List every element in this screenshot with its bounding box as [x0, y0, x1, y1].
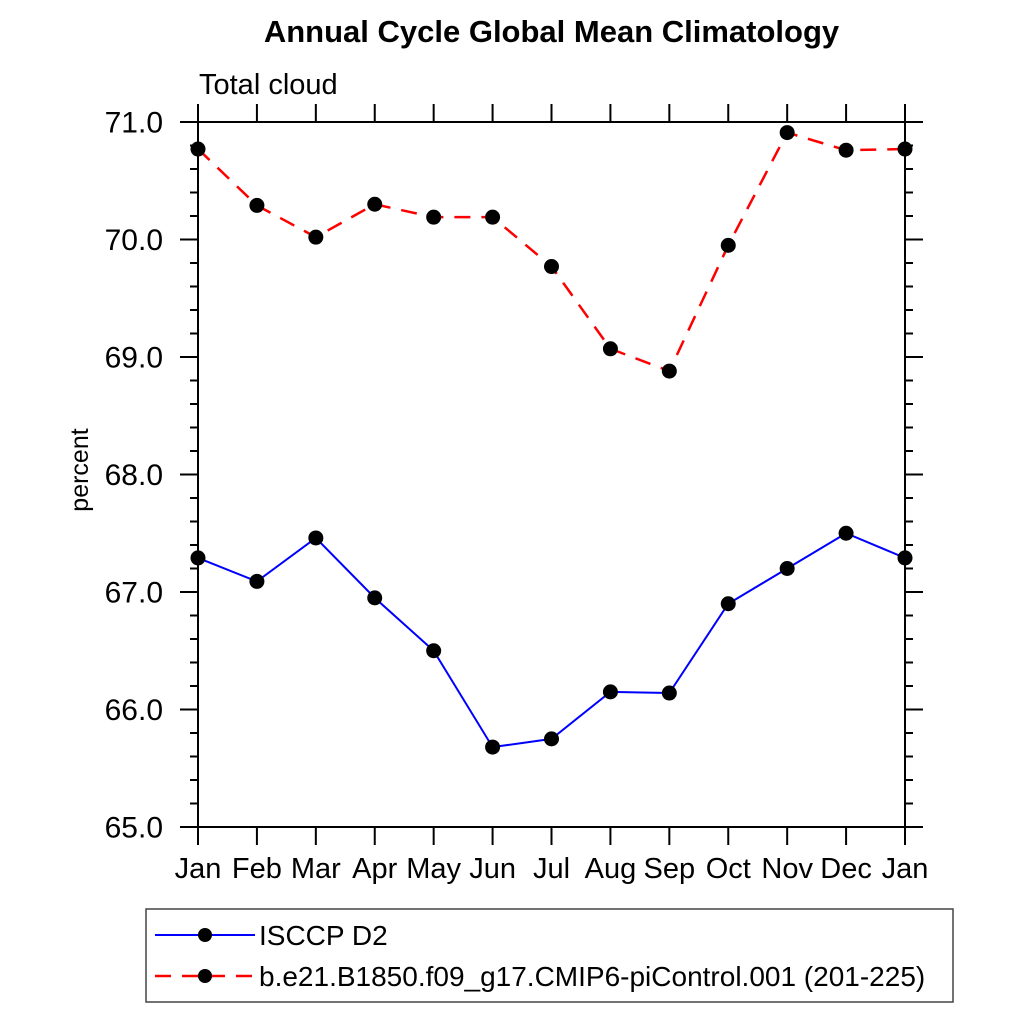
series-line-0 [197, 532, 906, 749]
x-axis-month-label: Feb [232, 853, 282, 885]
data-point-marker [720, 596, 736, 612]
data-point-marker [897, 141, 913, 157]
x-axis-month-label: Oct [706, 853, 751, 885]
data-point-marker [602, 341, 618, 357]
legend-entry-label-0: ISCCP D2 [259, 920, 388, 951]
y-axis-tick-label: 71.0 [105, 107, 163, 140]
y-axis-tick-label: 66.0 [105, 694, 163, 727]
x-axis-month-label: Jan [175, 853, 222, 885]
chart-title: Annual Cycle Global Mean Climatology [263, 14, 840, 49]
legend-entry-marker-0 [198, 928, 212, 942]
series-line-1 [197, 131, 906, 373]
data-point-marker [426, 643, 442, 659]
y-axis-tick-label: 67.0 [105, 577, 163, 610]
data-point-marker [485, 209, 501, 225]
x-axis-month-label: Nov [761, 853, 813, 885]
x-axis-month-label: Mar [291, 853, 341, 885]
x-axis-month-label: Apr [352, 853, 397, 885]
x-axis-month-label: Jun [469, 853, 516, 885]
plot-border [197, 121, 906, 828]
data-point-marker [838, 525, 854, 541]
data-point-marker [897, 550, 913, 566]
x-axis-month-label: May [406, 853, 461, 885]
data-point-marker [602, 684, 618, 700]
legend-box [145, 908, 954, 1003]
data-point-marker [544, 259, 559, 275]
data-point-marker [485, 739, 501, 755]
x-axis-month-label: Jan [882, 853, 929, 885]
data-point-marker [779, 125, 795, 141]
data-point-marker [308, 530, 324, 546]
y-axis-tick-label: 65.0 [105, 812, 163, 845]
x-axis-month-label: Aug [585, 853, 637, 885]
y-axis-tick-label: 69.0 [105, 342, 163, 375]
data-point-marker [779, 561, 795, 576]
data-point-marker [308, 229, 324, 245]
data-point-marker [426, 209, 442, 225]
chart-subtitle: Total cloud [199, 69, 338, 101]
data-point-marker [661, 363, 677, 379]
data-point-marker [661, 685, 677, 701]
data-point-marker [544, 731, 559, 747]
x-axis-month-label: Sep [644, 853, 696, 885]
data-point-marker [190, 141, 206, 157]
data-point-marker [838, 142, 854, 158]
data-point-marker [367, 590, 383, 606]
legend-entry-label-1: b.e21.B1850.f09_g17.CMIP6-piControl.001 … [259, 961, 925, 992]
x-axis-month-label: Dec [820, 853, 872, 885]
data-point-marker [367, 196, 383, 212]
data-point-marker [249, 197, 265, 213]
y-axis-tick-label: 70.0 [105, 224, 163, 257]
y-axis-tick-label: 68.0 [105, 459, 163, 492]
data-point-marker [249, 573, 265, 589]
data-point-marker [720, 237, 736, 253]
legend-entry-marker-1 [198, 969, 212, 983]
data-point-marker [190, 550, 206, 566]
x-axis-month-label: Jul [533, 853, 570, 885]
